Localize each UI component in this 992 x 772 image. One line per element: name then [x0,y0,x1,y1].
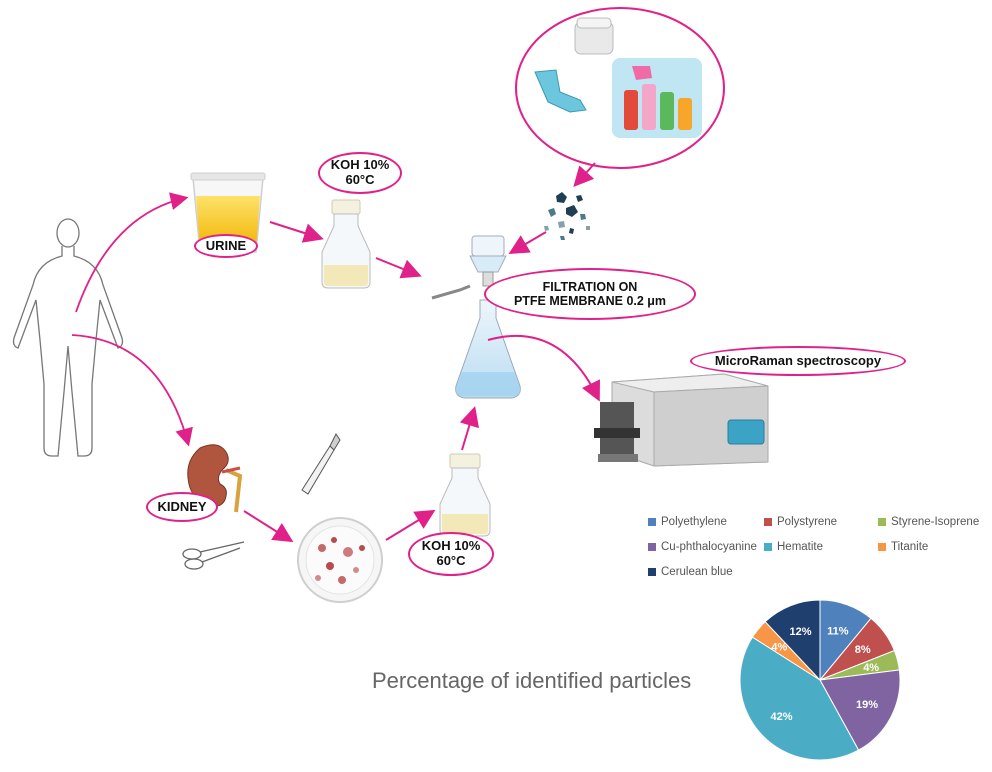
arrow-koh-to-flask [459,406,479,451]
pie-data-label: 4% [771,641,787,653]
reagent-bottle-icon [321,199,371,289]
legend-label: Cu-phthalocyanine [661,541,757,553]
arrow-particles-to-filter [508,231,547,255]
legend-label: Titanite [891,541,929,553]
legend-swatch [878,543,886,551]
arrow-human-to-urine [75,192,189,313]
legend-swatch [648,518,656,526]
legend-item-polyethylene: Polyethylene [648,516,727,528]
pie-chart-title: Percentage of identified particles [372,668,692,693]
arrow-products-to-particles [573,162,596,187]
arrow-koh-to-filter [375,257,422,279]
legend-swatch [764,518,772,526]
pie-data-label: 8% [855,644,871,656]
filtration-flask-icon [431,235,521,399]
arrow-kidney-to-petri [243,510,294,543]
kidney-label: KIDNEY [146,492,218,522]
pie-slice-hematite [739,636,860,761]
arrow-urine-to-koh [269,221,324,243]
pie-data-label: 11% [827,625,849,637]
arrow-filter-to-raman [487,334,600,402]
human-outline-icon [12,218,124,457]
legend-label: Polyethylene [661,516,727,528]
filtration-label: FILTRATION ON PTFE MEMBRANE 0.2 μm [484,268,696,320]
raman-spectrometer-icon [594,373,769,467]
legend-item-hematite: Hematite [764,541,823,553]
pie-slice-cu-phthalocyanine [819,669,901,751]
legend-label: Polystyrene [777,516,838,528]
legend-label: Styrene-Isoprene [891,516,980,528]
pie-data-label: 4% [863,662,879,674]
pie-data-label: 42% [770,711,792,723]
legend-label: Hematite [777,541,824,553]
arrow-human-to-kidney [71,334,193,447]
legend-item-polystyrene: Polystyrene [764,516,837,528]
legend-item-titanite: Titanite [878,541,928,553]
scissors-icon [182,541,245,570]
legend-swatch [878,518,886,526]
pie-data-label: 12% [790,626,812,638]
legend-item-cu-phthalocyanine: Cu-phthalocyanine [648,541,757,553]
reagent-bottle-icon [439,453,491,537]
petri-dish-icon [297,517,383,603]
koh-label-top: KOH 10% 60°C [318,152,402,194]
microraman-label: MicroRaman spectroscopy [690,346,906,376]
urine-label: URINE [194,234,258,258]
legend-swatch [648,543,656,551]
pie-slice-cerulean-blue [764,599,821,682]
arrow-petri-to-koh [385,509,436,541]
pie-data-label: 19% [856,699,878,711]
legend-swatch [648,568,656,576]
microplastic-particles-icon [544,192,590,240]
koh-label-bottom: KOH 10% 60°C [408,532,494,576]
legend-item-styrene-isoprene: Styrene-Isoprene [878,516,979,528]
scalpel-icon [301,433,341,495]
legend-label: Cerulean blue [661,566,733,578]
plastic-products-icon [515,7,725,169]
pie-chart: 11%8%4%19%42%4%12% [739,599,901,761]
legend-item-cerulean-blue: Cerulean blue [648,566,733,578]
legend-swatch [764,543,772,551]
kidney-icon [187,444,243,513]
